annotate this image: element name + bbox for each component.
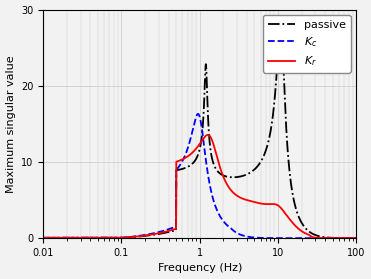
Y-axis label: Maximum singular value: Maximum singular value <box>6 55 16 193</box>
Line: $K_c$: $K_c$ <box>43 114 356 238</box>
Line: passive: passive <box>43 25 356 238</box>
$K_c$ <box>314 237 319 240</box>
$K_r$ <box>348 236 352 240</box>
$K_c$ <box>175 167 179 171</box>
$K_r$ <box>41 236 45 239</box>
$K_r$ <box>95 236 100 239</box>
passive <box>348 237 352 240</box>
passive <box>314 234 319 237</box>
passive <box>41 236 45 239</box>
passive <box>175 169 179 172</box>
Legend: passive, $K_c$, $K_r$: passive, $K_c$, $K_r$ <box>263 15 351 73</box>
X-axis label: Frequency (Hz): Frequency (Hz) <box>158 263 242 273</box>
$K_r$ <box>354 236 358 240</box>
$K_r$ <box>161 230 165 234</box>
passive <box>354 237 358 240</box>
passive <box>77 236 81 239</box>
$K_r$ <box>316 236 320 240</box>
$K_c$ <box>354 237 358 240</box>
$K_c$ <box>95 236 100 239</box>
Line: $K_r$: $K_r$ <box>43 135 356 238</box>
$K_c$ <box>77 236 81 239</box>
$K_r$ <box>314 236 319 240</box>
passive <box>278 23 283 27</box>
$K_c$ <box>196 112 200 116</box>
$K_r$ <box>206 133 210 137</box>
passive <box>161 232 165 235</box>
$K_c$ <box>41 236 45 239</box>
$K_c$ <box>161 229 165 233</box>
$K_r$ <box>77 236 81 239</box>
$K_c$ <box>348 237 352 240</box>
$K_r$ <box>175 160 179 163</box>
passive <box>95 236 100 239</box>
